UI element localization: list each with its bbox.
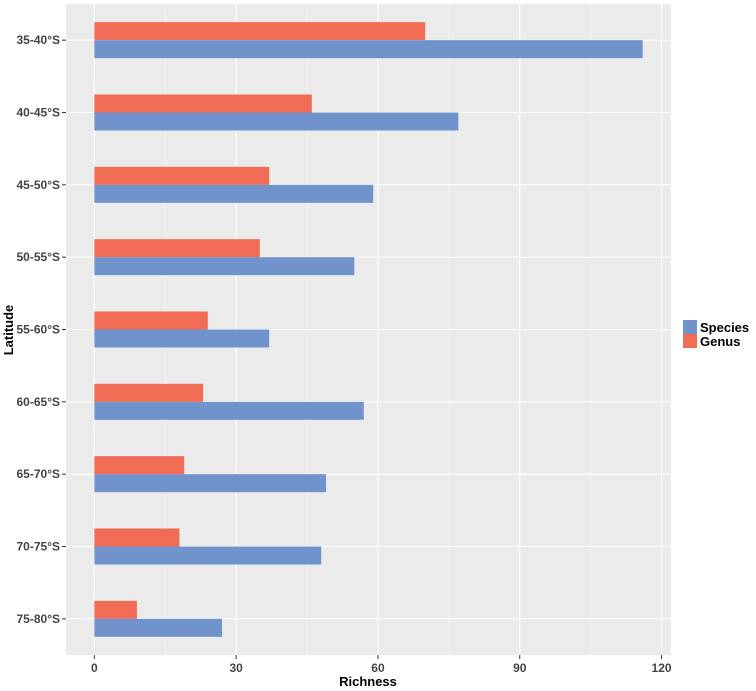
x-tick-label: 60	[371, 661, 385, 675]
y-axis-title: Latitude	[1, 305, 16, 356]
tick-labels: 35-40°S 40-45°S 45-50°S 50-55°S 55-60°S 60-65…	[17, 33, 672, 675]
bar-genus	[94, 456, 185, 475]
legend-key-genus	[683, 334, 697, 348]
y-tick-label: 75-80°S	[17, 612, 61, 626]
bar-species	[94, 112, 459, 131]
bar-species	[94, 257, 355, 276]
y-tick-label: 45-50°S	[17, 178, 61, 192]
bar-species	[94, 329, 270, 348]
bar-species	[94, 618, 222, 637]
bar-genus	[94, 528, 180, 547]
bar-genus	[94, 311, 208, 330]
x-tick-label: 0	[91, 661, 98, 675]
x-tick-label: 30	[229, 661, 243, 675]
legend-label-genus: Genus	[700, 334, 740, 349]
bar-species	[94, 184, 374, 203]
y-tick-label: 70-75°S	[17, 540, 61, 554]
x-tick-label: 90	[513, 661, 527, 675]
x-tick-label: 120	[652, 661, 672, 675]
bar-genus	[94, 22, 426, 41]
bar-species	[94, 401, 364, 420]
y-tick-label: 50-55°S	[17, 250, 61, 264]
bar-species	[94, 546, 322, 565]
axis-ticks	[62, 39, 663, 659]
bar-genus	[94, 383, 204, 402]
bars	[94, 22, 643, 637]
legend: Species Genus	[683, 320, 749, 349]
y-tick-label: 40-45°S	[17, 106, 61, 120]
bar-genus	[94, 166, 270, 185]
bar-genus	[94, 239, 260, 258]
x-axis-title: Richness	[339, 674, 397, 689]
bar-species	[94, 40, 643, 59]
bar-genus	[94, 94, 312, 113]
y-tick-label: 55-60°S	[17, 323, 61, 337]
y-tick-label: 65-70°S	[17, 467, 61, 481]
bar-species	[94, 474, 326, 493]
bar-genus	[94, 600, 137, 619]
y-tick-label: 60-65°S	[17, 395, 61, 409]
legend-key-species	[683, 320, 697, 334]
legend-label-species: Species	[700, 320, 749, 335]
y-tick-label: 35-40°S	[17, 33, 61, 47]
